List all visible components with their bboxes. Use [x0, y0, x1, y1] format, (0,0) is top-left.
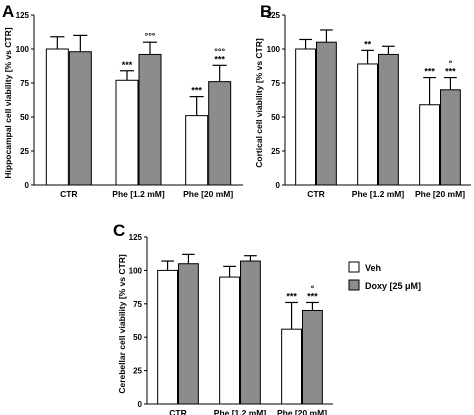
bar-veh-1 — [295, 48, 317, 186]
bar-veh-2 — [115, 79, 139, 186]
y-tick-label: 25 — [271, 147, 280, 156]
y-axis-label-c: Cerebellar cell viability [% vs CTR] — [117, 254, 127, 394]
y-tick-label: 100 — [129, 266, 143, 275]
panel-b: B Cortical cell viability [% vs CTR] 0 25… — [254, 2, 471, 199]
y-tick-label: 0 — [25, 181, 30, 190]
y-tick-label: 50 — [20, 113, 29, 122]
bar-veh-3 — [419, 104, 441, 186]
y-tick-label: 125 — [16, 11, 30, 20]
significance-label: ** — [364, 39, 372, 49]
bar-doxy-1 — [316, 41, 337, 186]
bar-doxy-2 — [240, 260, 261, 405]
panel-letter-c: C — [113, 221, 125, 240]
bar-doxy-1 — [178, 263, 199, 405]
bar-veh-1 — [157, 269, 179, 405]
bar-doxy-3 — [440, 89, 461, 186]
legend: Veh Doxy [25 μM] — [348, 261, 421, 291]
legend-swatch-doxy — [348, 279, 360, 291]
significance-label: *** — [445, 67, 456, 77]
y-tick-label: 125 — [267, 11, 281, 20]
bar-veh-1 — [45, 48, 69, 186]
y-tick-label: 25 — [20, 147, 29, 156]
x-category-label: Phe [1.2 mM] — [352, 189, 405, 199]
bar-doxy-3 — [208, 81, 232, 186]
y-tick-label: 50 — [271, 113, 280, 122]
x-category-label: Phe [1.2 mM] — [112, 189, 165, 199]
y-tick-label: 100 — [16, 45, 30, 54]
bar-doxy-3 — [302, 309, 323, 405]
significance-label: °°° — [214, 46, 225, 56]
y-tick-label: 75 — [20, 79, 29, 88]
significance-label: *** — [214, 54, 225, 64]
panel-c: C Cerebellar cell viability [% vs CTR] 0… — [113, 221, 333, 415]
bar-doxy-1 — [68, 51, 92, 186]
y-tick-label: 100 — [267, 45, 281, 54]
panel-letter-b: B — [260, 2, 272, 21]
significance-label: *** — [191, 86, 202, 96]
bar-doxy-2 — [138, 53, 162, 186]
panel-letter-a: A — [2, 2, 14, 21]
x-category-label: CTR — [60, 189, 77, 199]
x-category-label: Phe [1.2 mM] — [214, 408, 267, 415]
panel-a: A Hippocampal cell viability [% vs CTR] … — [2, 2, 243, 199]
x-category-label: Phe [20 mM] — [277, 408, 327, 415]
legend-label-doxy: Doxy [25 μM] — [365, 281, 421, 291]
y-tick-label: 25 — [133, 367, 142, 376]
significance-label: *** — [122, 60, 133, 70]
y-axis-label-b: Cortical cell viability [% vs CTR] — [254, 38, 264, 168]
legend-label-veh: Veh — [365, 263, 381, 273]
y-tick-label: 50 — [133, 333, 142, 342]
bar-veh-3 — [281, 328, 303, 405]
x-category-label: Phe [20 mM] — [183, 189, 233, 199]
significance-label: ° — [311, 283, 315, 293]
significance-label: °°° — [145, 31, 156, 41]
y-axis-label-a: Hippocampal cell viability [% vs CTR] — [3, 27, 13, 178]
y-tick-label: 125 — [129, 233, 143, 242]
bar-veh-3 — [185, 115, 209, 186]
y-tick-label: 0 — [276, 181, 281, 190]
y-tick-label: 75 — [133, 300, 142, 309]
significance-label: *** — [286, 291, 297, 301]
bar-veh-2 — [219, 276, 241, 405]
significance-label: *** — [307, 291, 318, 301]
x-category-label: CTR — [169, 408, 186, 415]
x-category-label: Phe [20 mM] — [415, 189, 465, 199]
x-category-label: CTR — [307, 189, 324, 199]
y-tick-label: 0 — [138, 400, 143, 409]
bar-doxy-2 — [378, 53, 399, 186]
bar-veh-2 — [357, 63, 379, 186]
y-tick-label: 75 — [271, 79, 280, 88]
significance-label: *** — [424, 67, 435, 77]
legend-swatch-veh — [348, 261, 360, 273]
significance-label: ° — [449, 59, 453, 69]
